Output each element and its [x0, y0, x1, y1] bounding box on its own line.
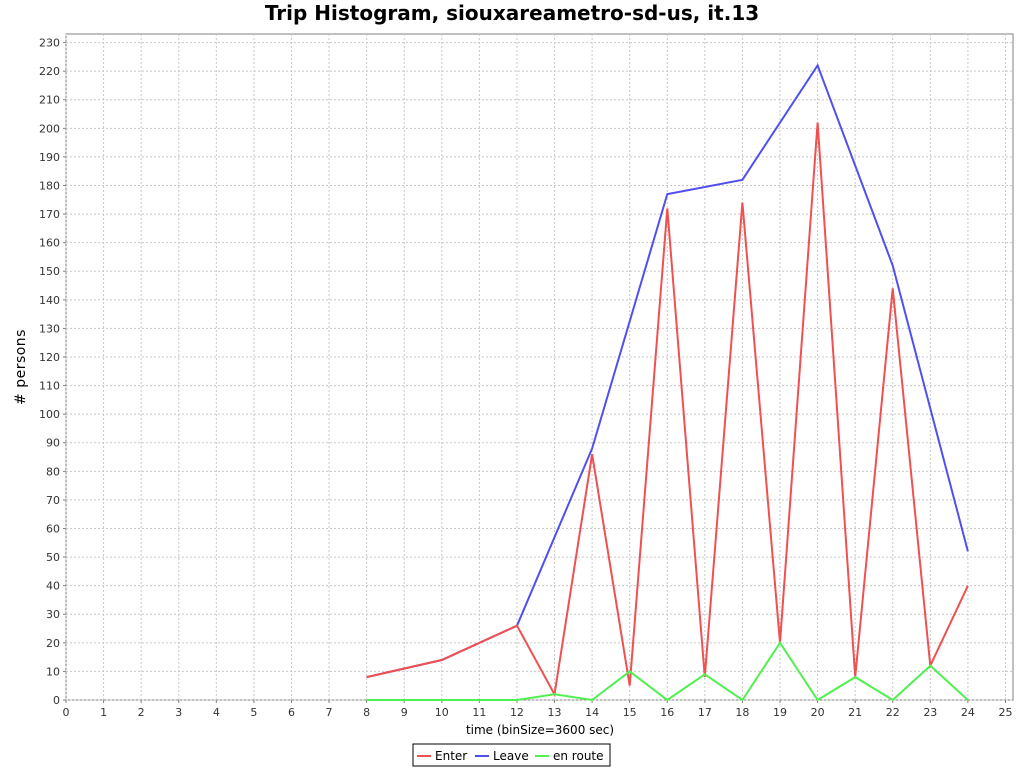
- y-tick-label: 110: [39, 380, 60, 393]
- x-tick-label: 16: [660, 706, 674, 719]
- y-tick-label: 80: [46, 465, 60, 478]
- y-tick-label: 100: [39, 408, 60, 421]
- y-tick-label: 220: [39, 65, 60, 78]
- y-tick-label: 140: [39, 294, 60, 307]
- x-tick-label: 4: [213, 706, 220, 719]
- x-tick-label: 0: [63, 706, 70, 719]
- x-tick-label: 19: [773, 706, 787, 719]
- y-tick-label: 20: [46, 637, 60, 650]
- y-tick-label: 170: [39, 208, 60, 221]
- x-tick-label: 17: [698, 706, 712, 719]
- y-tick-label: 60: [46, 522, 60, 535]
- grid-lines: [65, 34, 1013, 701]
- y-axis-label: # persons: [13, 329, 29, 405]
- y-tick-label: 200: [39, 122, 60, 135]
- x-tick-label: 13: [548, 706, 562, 719]
- y-tick-label: 190: [39, 151, 60, 164]
- y-tick-label: 40: [46, 580, 60, 593]
- x-tick-label: 2: [138, 706, 145, 719]
- y-tick-label: 210: [39, 94, 60, 107]
- y-tick-label: 90: [46, 437, 60, 450]
- x-tick-label: 24: [961, 706, 975, 719]
- x-tick-label: 9: [401, 706, 408, 719]
- y-tick-label: 150: [39, 265, 60, 278]
- x-tick-label: 6: [288, 706, 295, 719]
- axes: 0 1 2 3 4 5 6 7 8 9 10 11 12 13 14 15 16 17 18 19 20 21 22 23 24…: [39, 37, 1012, 719]
- y-tick-label: 120: [39, 351, 60, 364]
- y-tick-label: 0: [53, 694, 60, 707]
- legend-box: [412, 743, 611, 767]
- x-tick-label: 8: [363, 706, 370, 719]
- legend: Enter Leave en route: [412, 743, 611, 767]
- y-tick-label: 230: [39, 37, 60, 50]
- plot-area: [65, 33, 1014, 701]
- x-tick-label: 5: [250, 706, 257, 719]
- series-lines: [366, 63, 969, 702]
- series-line-enter: [366, 122, 969, 698]
- x-tick-label: 20: [811, 706, 825, 719]
- x-tick-label: 14: [585, 706, 599, 719]
- x-axis-label: time (binSize=3600 sec): [466, 723, 614, 737]
- y-tick-label: 130: [39, 322, 60, 335]
- y-tick-label: 180: [39, 179, 60, 192]
- chart-title: Trip Histogram, siouxareametro-sd-us, it…: [265, 1, 759, 25]
- x-tick-label: 11: [472, 706, 486, 719]
- x-tick-label: 22: [886, 706, 900, 719]
- x-tick-label: 23: [923, 706, 937, 719]
- x-tick-label: 12: [510, 706, 524, 719]
- x-tick-label: 10: [435, 706, 449, 719]
- y-tick-label: 70: [46, 494, 60, 507]
- y-tick-label: 160: [39, 237, 60, 250]
- x-tick-label: 3: [175, 706, 182, 719]
- legend-label-enter: Enter: [435, 749, 467, 763]
- legend-label-leave: Leave: [493, 749, 529, 763]
- series-line-en-route: [366, 640, 969, 702]
- legend-label-en-route: en route: [553, 749, 604, 763]
- x-tick-label: 21: [848, 706, 862, 719]
- x-tick-label: 7: [326, 706, 333, 719]
- x-tick-label: 25: [998, 706, 1012, 719]
- x-tick-label: 1: [100, 706, 107, 719]
- y-tick-label: 30: [46, 608, 60, 621]
- x-tick-label: 18: [735, 706, 749, 719]
- y-tick-label: 50: [46, 551, 60, 564]
- x-tick-label: 15: [623, 706, 637, 719]
- y-tick-label: 10: [46, 665, 60, 678]
